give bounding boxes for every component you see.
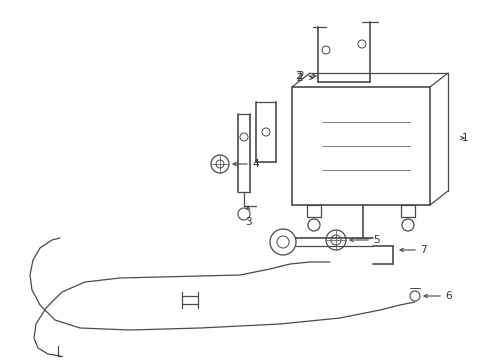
- Text: 4: 4: [251, 159, 258, 169]
- Text: 2: 2: [295, 71, 302, 81]
- Text: 2: 2: [296, 73, 303, 83]
- Text: 1: 1: [461, 133, 468, 143]
- Text: 7: 7: [419, 245, 426, 255]
- Text: 3: 3: [244, 217, 251, 227]
- Text: 5: 5: [372, 235, 379, 245]
- Bar: [291, 87, 429, 205]
- Text: 6: 6: [444, 291, 451, 301]
- Text: 2: 2: [297, 71, 304, 81]
